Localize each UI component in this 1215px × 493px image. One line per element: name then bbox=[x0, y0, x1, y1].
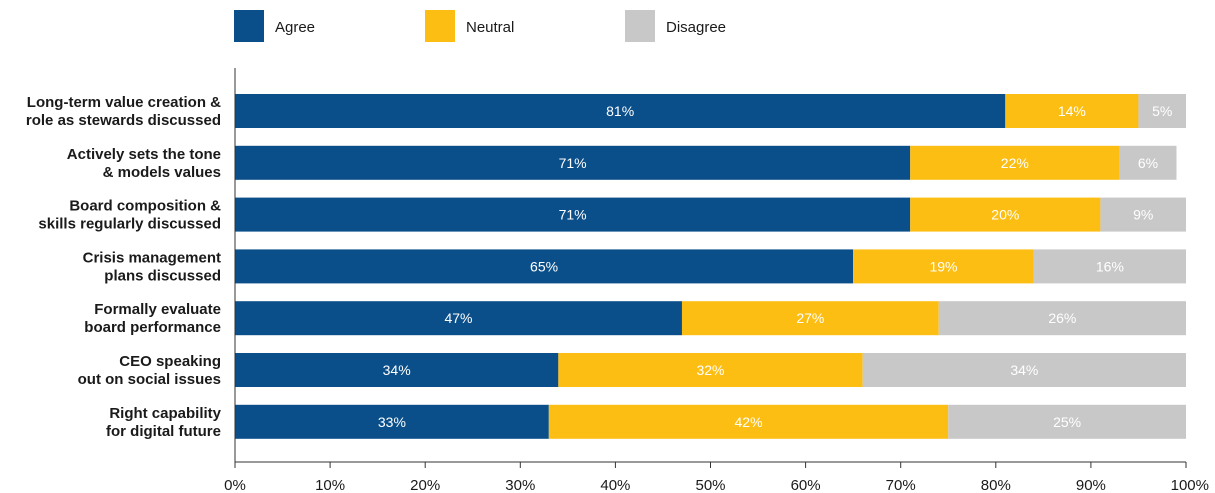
bar-segment-disagree bbox=[938, 301, 1186, 336]
x-tick-label: 90% bbox=[1076, 477, 1106, 493]
data-label: 22% bbox=[1001, 155, 1029, 171]
bar-segment-neutral bbox=[1005, 94, 1139, 128]
bar-segment-disagree bbox=[1138, 94, 1186, 128]
x-tick-label: 0% bbox=[224, 477, 246, 493]
bar-segment-agree bbox=[235, 353, 559, 387]
legend-label: Agree bbox=[275, 19, 315, 36]
data-label: 19% bbox=[929, 258, 957, 274]
x-tick-label: 20% bbox=[410, 477, 440, 493]
legend-item-agree: Agree bbox=[234, 10, 315, 42]
legend-swatch bbox=[234, 10, 264, 42]
data-label: 27% bbox=[796, 310, 824, 326]
bar-segment-agree bbox=[235, 404, 549, 439]
data-label: 20% bbox=[991, 207, 1019, 223]
bar-segment-neutral bbox=[853, 249, 1034, 284]
x-tick-label: 50% bbox=[695, 477, 725, 493]
category-label: Crisis management plans discussed bbox=[83, 249, 221, 284]
x-tick-label: 40% bbox=[600, 477, 630, 493]
x-tick-label: 100% bbox=[1171, 477, 1209, 493]
data-label: 5% bbox=[1152, 103, 1172, 119]
data-label: 14% bbox=[1058, 103, 1086, 119]
x-tick-label: 10% bbox=[315, 477, 345, 493]
data-label: 47% bbox=[444, 310, 472, 326]
data-label: 34% bbox=[1010, 362, 1038, 378]
data-label: 33% bbox=[378, 414, 406, 430]
category-label: Formally evaluate board performance bbox=[84, 301, 221, 336]
x-tick-label: 70% bbox=[886, 477, 916, 493]
data-label: 16% bbox=[1096, 258, 1124, 274]
bar-segment-agree bbox=[235, 145, 911, 180]
bar-segment-disagree bbox=[948, 404, 1186, 439]
bar-segment-agree bbox=[235, 94, 1006, 128]
data-label: 25% bbox=[1053, 414, 1081, 430]
data-label: 81% bbox=[606, 103, 634, 119]
bar-segment-neutral bbox=[558, 353, 863, 387]
bar-segment-agree bbox=[235, 301, 682, 336]
data-label: 26% bbox=[1048, 310, 1076, 326]
data-label: 32% bbox=[696, 362, 724, 378]
bar-segment-neutral bbox=[548, 404, 949, 439]
data-label: 34% bbox=[383, 362, 411, 378]
category-label: Board composition & skills regularly disc… bbox=[38, 198, 221, 233]
data-label: 9% bbox=[1133, 207, 1153, 223]
bar-segment-disagree bbox=[1100, 197, 1186, 232]
data-label: 71% bbox=[559, 155, 587, 171]
data-label: 71% bbox=[559, 207, 587, 223]
bar-segment-agree bbox=[235, 197, 911, 232]
legend-label: Neutral bbox=[466, 19, 514, 36]
category-label: Right capability for digital future bbox=[106, 405, 222, 440]
category-label: Long-term value creation & role as stewar… bbox=[26, 94, 221, 129]
category-label: CEO speaking out on social issues bbox=[78, 353, 221, 388]
data-label: 42% bbox=[735, 414, 763, 430]
x-tick-label: 60% bbox=[791, 477, 821, 493]
legend-swatch bbox=[425, 10, 455, 42]
legend-label: Disagree bbox=[666, 19, 726, 36]
legend-item-neutral: Neutral bbox=[425, 10, 514, 42]
data-label: 65% bbox=[530, 258, 558, 274]
bar-segment-disagree bbox=[1119, 145, 1177, 180]
legend-swatch bbox=[625, 10, 655, 42]
bar-segment-agree bbox=[235, 249, 854, 284]
legend-item-disagree: Disagree bbox=[625, 10, 726, 42]
category-label: Actively sets the tone & models values bbox=[67, 146, 221, 181]
x-tick-label: 80% bbox=[981, 477, 1011, 493]
bar-segment-disagree bbox=[862, 353, 1186, 387]
bar-segment-neutral bbox=[910, 197, 1101, 232]
bar-segment-neutral bbox=[910, 145, 1120, 180]
x-tick-label: 30% bbox=[505, 477, 535, 493]
bar-segment-disagree bbox=[1033, 249, 1186, 284]
data-label: 6% bbox=[1138, 155, 1158, 171]
bar-segment-neutral bbox=[681, 301, 939, 336]
